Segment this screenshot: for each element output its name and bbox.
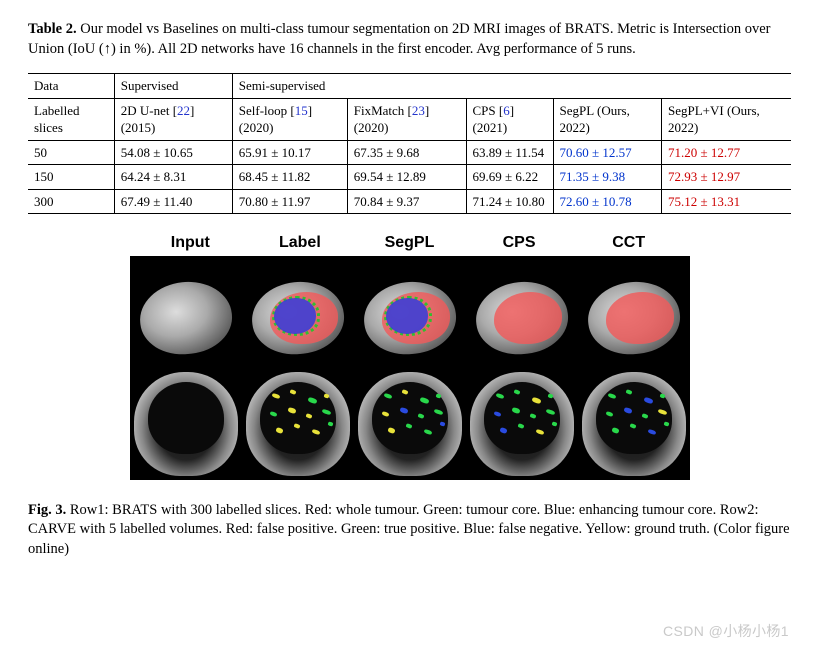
cell-slices: 150 — [28, 165, 114, 190]
watermark: CSDN @小杨小杨1 — [663, 622, 789, 641]
cell-cps: 63.89 ± 11.54 — [466, 140, 553, 165]
figure-cell-lung — [354, 368, 466, 480]
figure-header: Input — [136, 232, 246, 256]
figure-caption-text: Row1: BRATS with 300 labelled slices. Re… — [28, 502, 790, 557]
results-table: Data Supervised Semi-supervised Labelled… — [28, 73, 791, 214]
figure-cell-lung — [578, 368, 690, 480]
cell-selfloop: 65.91 ± 10.17 — [232, 140, 347, 165]
th-fixmatch: FixMatch [23] (2020) — [347, 98, 466, 140]
cell-fixmatch: 67.35 ± 9.68 — [347, 140, 466, 165]
th-segplvi: SegPL+VI (Ours, 2022) — [661, 98, 791, 140]
figure-cell-brain — [130, 256, 242, 368]
figure-cell-brain — [242, 256, 354, 368]
th-labelled: Labelled slices — [28, 98, 114, 140]
cell-segplvi: 72.93 ± 12.97 — [661, 165, 791, 190]
th-segpl: SegPL (Ours, 2022) — [553, 98, 661, 140]
figure-caption: Fig. 3. Row1: BRATS with 300 labelled sl… — [28, 501, 791, 560]
cell-slices: 300 — [28, 189, 114, 214]
th-semi: Semi-supervised — [232, 74, 791, 99]
figure-3: InputLabelSegPLCPSCCT — [28, 232, 791, 486]
figure-cell-lung — [466, 368, 578, 480]
table-caption: Table 2. Our model vs Baselines on multi… — [28, 20, 791, 59]
cell-segpl: 71.35 ± 9.38 — [553, 165, 661, 190]
cell-segpl: 70.60 ± 12.57 — [553, 140, 661, 165]
cell-cps: 71.24 ± 10.80 — [466, 189, 553, 214]
cell-selfloop: 70.80 ± 11.97 — [232, 189, 347, 214]
cell-unet: 64.24 ± 8.31 — [114, 165, 232, 190]
cell-segplvi: 75.12 ± 13.31 — [661, 189, 791, 214]
figure-cell-brain — [578, 256, 690, 368]
figure-cell-lung — [242, 368, 354, 480]
cell-fixmatch: 70.84 ± 9.37 — [347, 189, 466, 214]
figure-row-2 — [130, 368, 690, 480]
cell-slices: 50 — [28, 140, 114, 165]
cell-unet: 54.08 ± 10.65 — [114, 140, 232, 165]
figure-header: Label — [245, 232, 355, 256]
cell-fixmatch: 69.54 ± 12.89 — [347, 165, 466, 190]
figure-grid: InputLabelSegPLCPSCCT — [130, 232, 690, 480]
th-selfloop: Self-loop [15] (2020) — [232, 98, 347, 140]
cell-segpl: 72.60 ± 10.78 — [553, 189, 661, 214]
figure-cell-lung — [130, 368, 242, 480]
th-cps: CPS [6] (2021) — [466, 98, 553, 140]
th-supervised: Supervised — [114, 74, 232, 99]
cell-segplvi: 71.20 ± 12.77 — [661, 140, 791, 165]
table-caption-text: Our model vs Baselines on multi-class tu… — [28, 21, 771, 57]
cell-cps: 69.69 ± 6.22 — [466, 165, 553, 190]
figure-row-1 — [130, 256, 690, 368]
table-row: 30067.49 ± 11.4070.80 ± 11.9770.84 ± 9.3… — [28, 189, 791, 214]
th-unet: 2D U-net [22] (2015) — [114, 98, 232, 140]
figure-caption-label: Fig. 3. — [28, 502, 66, 518]
table-row: 5054.08 ± 10.6565.91 ± 10.1767.35 ± 9.68… — [28, 140, 791, 165]
cell-selfloop: 68.45 ± 11.82 — [232, 165, 347, 190]
figure-header: CPS — [464, 232, 574, 256]
figure-header: SegPL — [355, 232, 465, 256]
figure-cell-brain — [354, 256, 466, 368]
table-caption-label: Table 2. — [28, 21, 77, 37]
th-data: Data — [28, 74, 114, 99]
figure-headers: InputLabelSegPLCPSCCT — [130, 232, 690, 256]
table-row: 15064.24 ± 8.3168.45 ± 11.8269.54 ± 12.8… — [28, 165, 791, 190]
figure-cell-brain — [466, 256, 578, 368]
cell-unet: 67.49 ± 11.40 — [114, 189, 232, 214]
figure-header: CCT — [574, 232, 684, 256]
